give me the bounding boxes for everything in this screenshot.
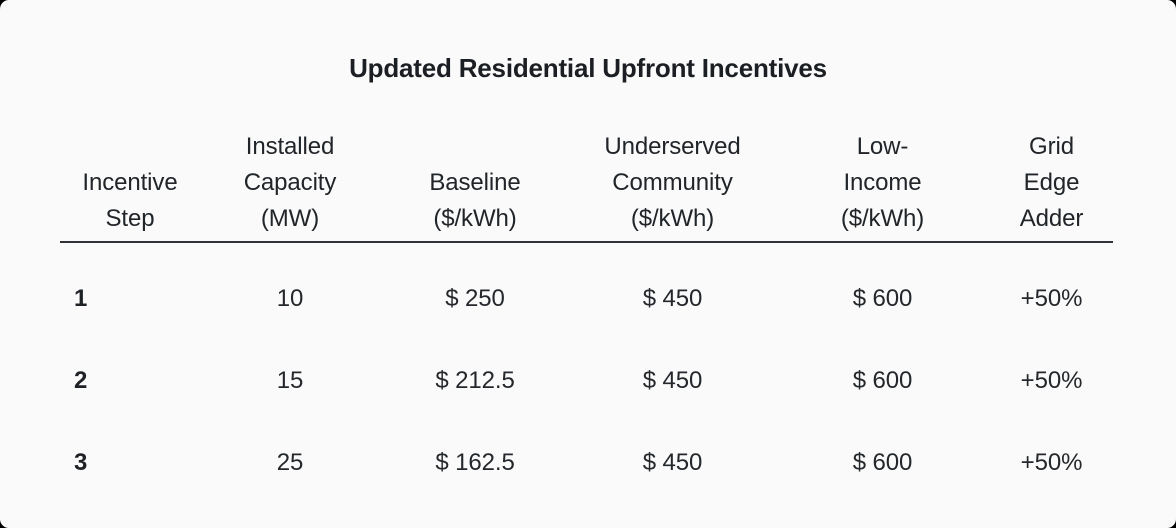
cell-underserved-community: $ 450 [642, 285, 703, 312]
incentives-table: Incentive Step Installed Capacity (MW) B… [60, 129, 1113, 504]
cell-grid-edge-adder: +50% [1020, 449, 1083, 476]
column-header-incentive-step: Incentive Step [60, 129, 200, 243]
cell-grid-edge-adder: +50% [1020, 285, 1083, 312]
cell-low-income: $ 600 [852, 285, 913, 312]
cell-low-income: $ 600 [852, 367, 913, 394]
table-header-row: Incentive Step Installed Capacity (MW) B… [60, 129, 1113, 243]
cell-step: 2 [74, 367, 88, 394]
cell-baseline: $ 212.5 [435, 367, 515, 394]
page-title: Updated Residential Upfront Incentives [349, 53, 827, 83]
cell-baseline: $ 250 [445, 285, 505, 312]
column-header-installed-capacity: Installed Capacity (MW) [200, 129, 380, 243]
cell-step: 3 [74, 449, 88, 476]
cell-installed-capacity: 15 [276, 367, 304, 394]
column-header-grid-edge-adder: Grid Edge Adder [990, 129, 1113, 243]
column-header-underserved-community: Underserved Community ($/kWh) [570, 129, 775, 243]
cell-baseline: $ 162.5 [435, 449, 515, 476]
cell-underserved-community: $ 450 [642, 449, 703, 476]
cell-installed-capacity: 25 [276, 449, 304, 476]
column-header-low-income: Low- Income ($/kWh) [775, 129, 990, 243]
cell-underserved-community: $ 450 [642, 367, 703, 394]
cell-low-income: $ 600 [852, 449, 913, 476]
cell-step: 1 [74, 285, 88, 312]
cell-installed-capacity: 10 [276, 285, 304, 312]
table-row: 1 10 $ 250 $ 450 $ 600 +50% [60, 258, 1113, 340]
table-row: 3 25 $ 162.5 $ 450 $ 600 +50% [60, 422, 1113, 504]
cell-grid-edge-adder: +50% [1020, 367, 1083, 394]
table-row: 2 15 $ 212.5 $ 450 $ 600 +50% [60, 340, 1113, 422]
column-header-baseline: Baseline ($/kWh) [380, 129, 570, 243]
